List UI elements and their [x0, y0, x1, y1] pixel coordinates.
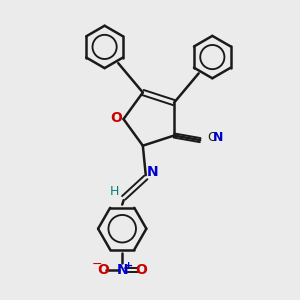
Text: −: − — [92, 258, 102, 271]
Text: N: N — [116, 262, 128, 277]
Text: N: N — [213, 131, 224, 144]
Text: C: C — [207, 131, 216, 144]
Text: H: H — [110, 185, 119, 198]
Text: N: N — [146, 165, 158, 178]
Text: O: O — [110, 111, 122, 124]
Text: O: O — [135, 262, 147, 277]
Text: +: + — [124, 260, 133, 271]
Text: O: O — [97, 262, 109, 277]
